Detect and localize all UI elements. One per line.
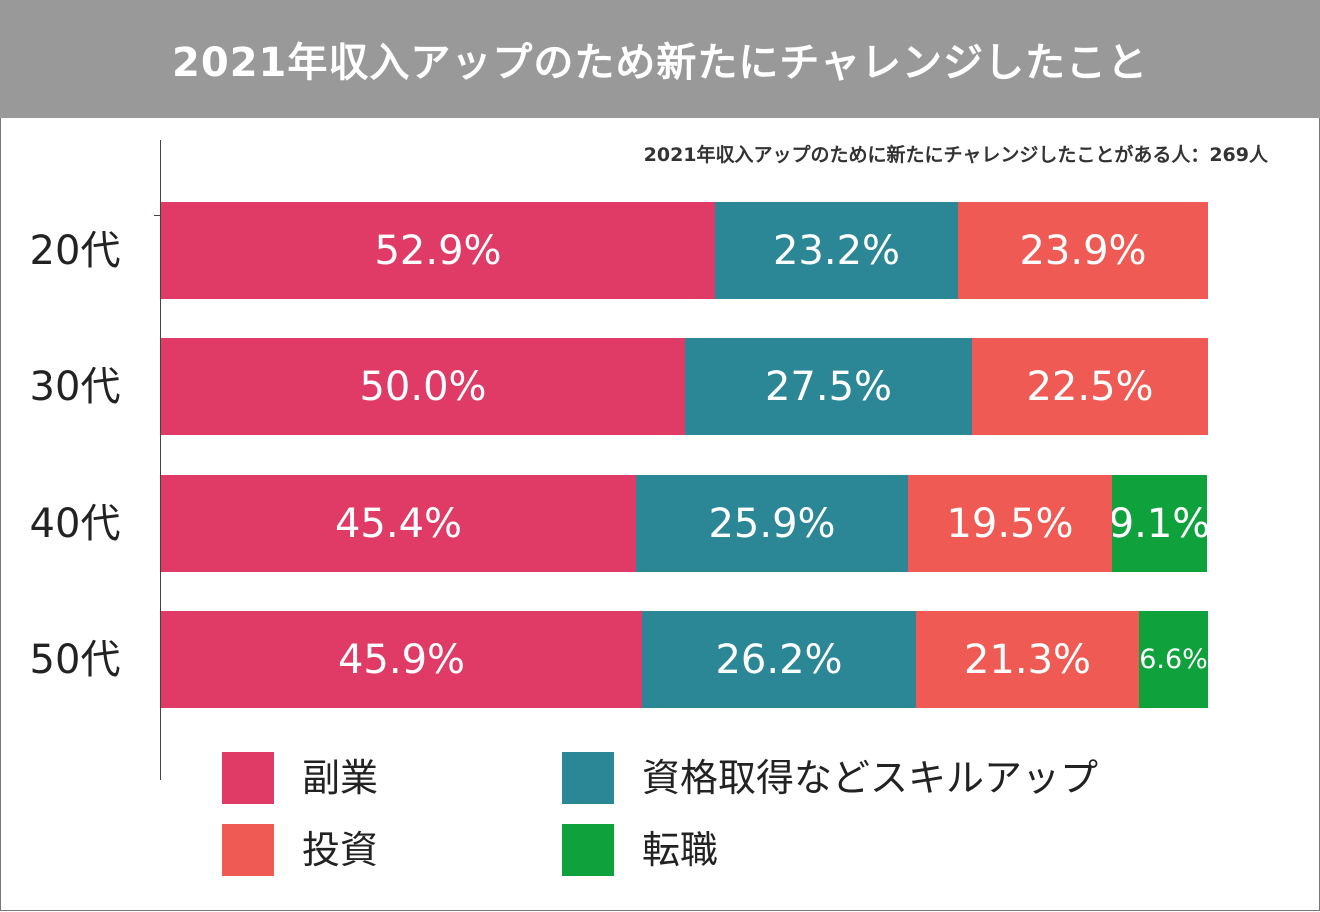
- bar-segment: 25.9%: [636, 475, 908, 572]
- y-axis-tick: [154, 215, 160, 216]
- chart-subtitle: 2021年収入アップのために新たにチャレンジしたことがある人：269人: [643, 144, 1268, 166]
- bar-segment: 23.2%: [715, 202, 958, 299]
- chart-title: 2021年収入アップのため新たにチャレンジしたこと: [172, 40, 1148, 86]
- bar-segment: 45.9%: [161, 611, 642, 708]
- bar-segment: 23.9%: [958, 202, 1208, 299]
- category-label: 20代: [29, 227, 121, 274]
- legend-label: 投資: [302, 828, 379, 872]
- legend-swatch: [562, 752, 614, 804]
- bar-segment: 27.5%: [685, 338, 972, 435]
- category-label: 30代: [29, 363, 121, 410]
- legend-label: 副業: [302, 756, 379, 800]
- legend-swatch: [562, 824, 614, 876]
- legend-swatch: [222, 752, 274, 804]
- title-bar: 2021年収入アップのため新たにチャレンジしたこと: [0, 0, 1320, 118]
- bar-segment: 26.2%: [642, 611, 916, 708]
- legend-label: 転職: [642, 828, 719, 872]
- bar-segment: 21.3%: [916, 611, 1139, 708]
- bar-segment: 9.1%: [1112, 475, 1207, 572]
- bar-segment: 22.5%: [972, 338, 1208, 435]
- y-axis-line: [160, 140, 161, 780]
- legend-label: 資格取得などスキルアップ: [642, 756, 1099, 800]
- legend-swatch: [222, 824, 274, 876]
- bar-segment: 50.0%: [161, 338, 685, 435]
- bar-segment: 6.6%: [1139, 611, 1208, 708]
- category-label: 40代: [29, 500, 121, 547]
- category-label: 50代: [29, 636, 121, 683]
- bar-segment: 19.5%: [908, 475, 1112, 572]
- bar-segment: 45.4%: [161, 475, 636, 572]
- bar-segment: 52.9%: [161, 202, 715, 299]
